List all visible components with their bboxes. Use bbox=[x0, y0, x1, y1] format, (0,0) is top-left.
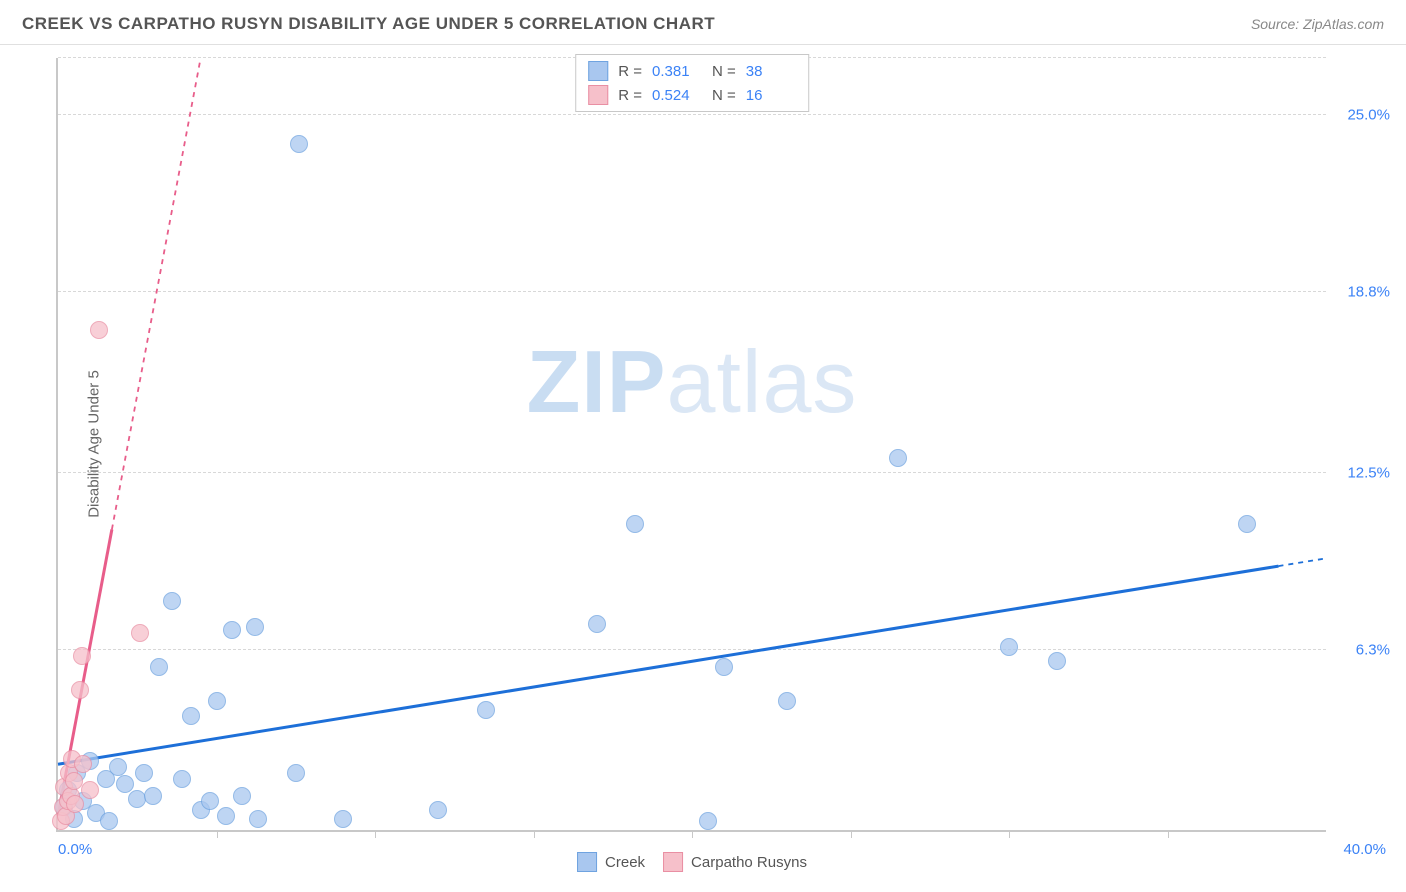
scatter-point bbox=[135, 764, 153, 782]
trend-line-solid bbox=[58, 566, 1278, 764]
x-axis-min-label: 0.0% bbox=[58, 841, 92, 858]
chart-header: CREEK VS CARPATHO RUSYN DISABILITY AGE U… bbox=[0, 0, 1406, 45]
scatter-point bbox=[90, 321, 108, 339]
legend-swatch bbox=[663, 852, 683, 872]
series-legend-item: Carpatho Rusyns bbox=[663, 852, 807, 872]
scatter-point bbox=[144, 787, 162, 805]
watermark-atlas: atlas bbox=[667, 332, 858, 431]
r-value: 0.524 bbox=[652, 87, 702, 104]
watermark-zip: ZIP bbox=[527, 332, 667, 431]
legend-swatch bbox=[588, 61, 608, 81]
scatter-point bbox=[626, 515, 644, 533]
n-value: 16 bbox=[746, 87, 796, 104]
chart-plot-area: ZIPatlas Disability Age Under 5 6.3% 12.5… bbox=[56, 58, 1326, 832]
scatter-point bbox=[74, 755, 92, 773]
legend-swatch bbox=[577, 852, 597, 872]
n-label: N = bbox=[712, 87, 736, 104]
n-label: N = bbox=[712, 63, 736, 80]
scatter-point bbox=[163, 592, 181, 610]
scatter-point bbox=[173, 770, 191, 788]
scatter-point bbox=[715, 658, 733, 676]
r-value: 0.381 bbox=[652, 63, 702, 80]
scatter-point bbox=[223, 621, 241, 639]
trend-lines bbox=[58, 58, 1326, 830]
r-label: R = bbox=[618, 87, 642, 104]
scatter-point bbox=[1048, 652, 1066, 670]
x-tick bbox=[534, 830, 535, 838]
scatter-point bbox=[66, 795, 84, 813]
gridline: 6.3% bbox=[58, 649, 1326, 650]
scatter-point bbox=[334, 810, 352, 828]
trend-line-dashed bbox=[1278, 558, 1326, 566]
trend-line-dashed bbox=[112, 58, 201, 529]
correlation-legend: R = 0.381 N = 38 R = 0.524 N = 16 bbox=[575, 54, 809, 112]
y-tick-label: 18.8% bbox=[1347, 284, 1390, 301]
correlation-legend-row: R = 0.381 N = 38 bbox=[588, 59, 796, 83]
scatter-point bbox=[233, 787, 251, 805]
scatter-point bbox=[73, 647, 91, 665]
scatter-point bbox=[699, 812, 717, 830]
scatter-point bbox=[150, 658, 168, 676]
scatter-point bbox=[246, 618, 264, 636]
series-label: Carpatho Rusyns bbox=[691, 854, 807, 871]
scatter-point bbox=[287, 764, 305, 782]
chart-title: CREEK VS CARPATHO RUSYN DISABILITY AGE U… bbox=[22, 14, 715, 34]
series-label: Creek bbox=[605, 854, 645, 871]
scatter-point bbox=[100, 812, 118, 830]
x-tick bbox=[692, 830, 693, 838]
scatter-point bbox=[1238, 515, 1256, 533]
correlation-legend-row: R = 0.524 N = 16 bbox=[588, 83, 796, 107]
scatter-point bbox=[109, 758, 127, 776]
scatter-point bbox=[1000, 638, 1018, 656]
scatter-point bbox=[429, 801, 447, 819]
scatter-point bbox=[201, 792, 219, 810]
legend-swatch bbox=[588, 85, 608, 105]
scatter-point bbox=[290, 135, 308, 153]
series-legend-item: Creek bbox=[577, 852, 645, 872]
series-legend: Creek Carpatho Rusyns bbox=[577, 852, 807, 872]
scatter-point bbox=[208, 692, 226, 710]
scatter-point bbox=[217, 807, 235, 825]
x-axis-max-label: 40.0% bbox=[1343, 841, 1386, 858]
gridline: 25.0% bbox=[58, 114, 1326, 115]
x-tick bbox=[1009, 830, 1010, 838]
scatter-point bbox=[588, 615, 606, 633]
n-value: 38 bbox=[746, 63, 796, 80]
watermark: ZIPatlas bbox=[527, 331, 858, 433]
x-tick bbox=[1168, 830, 1169, 838]
y-tick-label: 12.5% bbox=[1347, 464, 1390, 481]
x-tick bbox=[217, 830, 218, 838]
scatter-point bbox=[71, 681, 89, 699]
scatter-point bbox=[81, 781, 99, 799]
scatter-point bbox=[131, 624, 149, 642]
scatter-point bbox=[889, 449, 907, 467]
gridline: 12.5% bbox=[58, 472, 1326, 473]
gridline: 18.8% bbox=[58, 291, 1326, 292]
x-tick bbox=[851, 830, 852, 838]
scatter-point bbox=[477, 701, 495, 719]
y-tick-label: 6.3% bbox=[1356, 641, 1390, 658]
x-tick bbox=[375, 830, 376, 838]
y-tick-label: 25.0% bbox=[1347, 107, 1390, 124]
y-axis-title: Disability Age Under 5 bbox=[85, 370, 102, 518]
scatter-point bbox=[182, 707, 200, 725]
scatter-point bbox=[249, 810, 267, 828]
scatter-point bbox=[778, 692, 796, 710]
r-label: R = bbox=[618, 63, 642, 80]
source-attribution: Source: ZipAtlas.com bbox=[1251, 16, 1384, 32]
